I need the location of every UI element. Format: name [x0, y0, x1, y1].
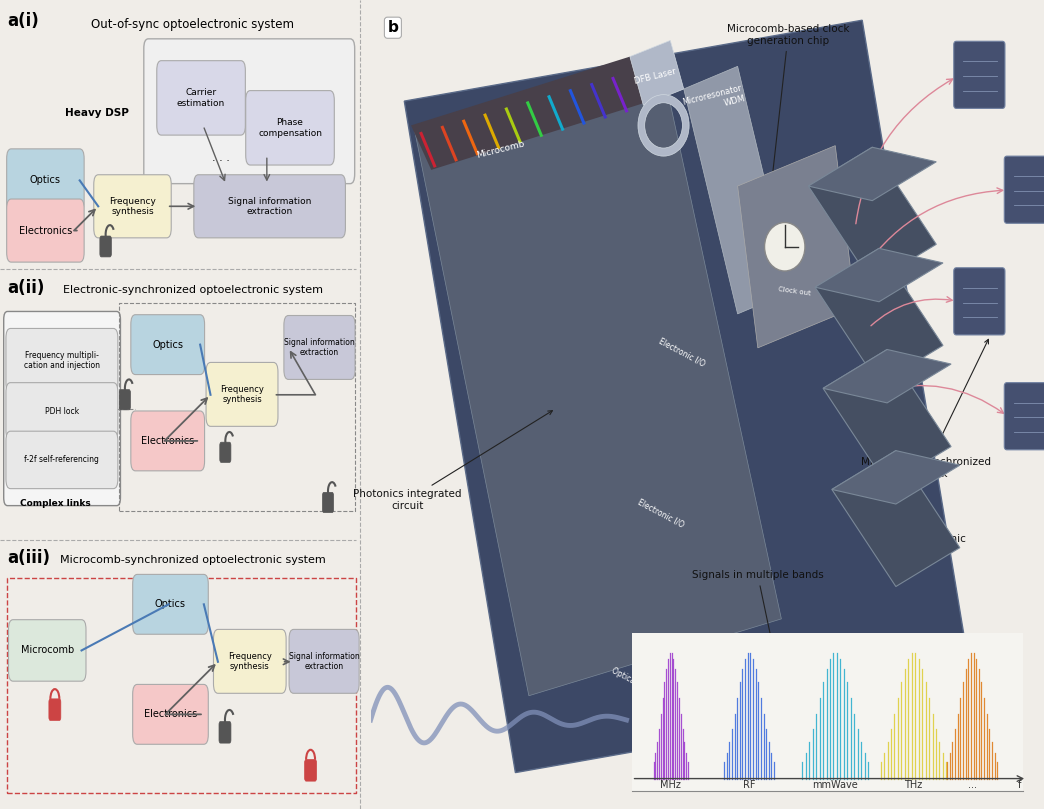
FancyBboxPatch shape — [49, 699, 61, 721]
Text: Frequency
synthesis: Frequency synthesis — [220, 385, 264, 404]
Text: · · ·: · · · — [212, 156, 230, 166]
Text: Frequency
synthesis: Frequency synthesis — [109, 197, 156, 216]
Text: Microcomb: Microcomb — [21, 646, 74, 655]
Text: Electronic-synchronized optoelectronic system: Electronic-synchronized optoelectronic s… — [63, 285, 323, 294]
Text: f: f — [1018, 780, 1021, 790]
Text: Electronics: Electronics — [19, 226, 72, 235]
Text: Complex links: Complex links — [21, 498, 91, 507]
Polygon shape — [832, 451, 959, 587]
FancyBboxPatch shape — [133, 574, 209, 634]
Text: Microcomb: Microcomb — [475, 139, 525, 160]
Text: PDH lock: PDH lock — [45, 407, 79, 416]
Polygon shape — [684, 66, 791, 314]
Polygon shape — [815, 248, 943, 384]
Text: Electronic I/O: Electronic I/O — [637, 498, 686, 530]
FancyBboxPatch shape — [323, 493, 333, 513]
Polygon shape — [630, 40, 684, 105]
Text: Microcomb-synchronized optoelectronic system: Microcomb-synchronized optoelectronic sy… — [60, 555, 326, 565]
Text: THz: THz — [904, 780, 923, 790]
FancyBboxPatch shape — [119, 390, 130, 410]
FancyBboxPatch shape — [6, 383, 118, 440]
FancyBboxPatch shape — [1004, 383, 1044, 450]
Circle shape — [764, 222, 805, 271]
Text: Microcomb-based clock
generation chip: Microcomb-based clock generation chip — [727, 24, 850, 182]
Text: Electronics: Electronics — [144, 709, 197, 719]
FancyBboxPatch shape — [133, 684, 209, 744]
FancyBboxPatch shape — [954, 268, 1005, 335]
Text: Carrier
estimation: Carrier estimation — [176, 88, 226, 108]
Text: Optics: Optics — [30, 176, 61, 185]
Text: Electronics: Electronics — [141, 436, 194, 446]
Text: f-2f self-referencing: f-2f self-referencing — [24, 455, 99, 464]
FancyBboxPatch shape — [6, 199, 85, 262]
FancyBboxPatch shape — [954, 41, 1005, 108]
FancyBboxPatch shape — [284, 316, 355, 379]
Polygon shape — [815, 248, 943, 302]
Text: RF: RF — [743, 780, 755, 790]
FancyBboxPatch shape — [219, 722, 231, 743]
Polygon shape — [404, 20, 973, 773]
Text: Frequency
synthesis: Frequency synthesis — [228, 652, 271, 671]
Text: Optics: Optics — [152, 340, 183, 349]
Polygon shape — [823, 349, 951, 485]
Text: Signal information
extraction: Signal information extraction — [228, 197, 311, 216]
FancyBboxPatch shape — [245, 91, 334, 165]
FancyBboxPatch shape — [206, 362, 278, 426]
Text: Signal information
extraction: Signal information extraction — [284, 338, 355, 357]
Text: Photonics integrated
circuit: Photonics integrated circuit — [354, 411, 552, 511]
Text: Frequency multipli-
cation and injection: Frequency multipli- cation and injection — [24, 351, 100, 370]
Text: · · ·: · · · — [33, 332, 51, 341]
Text: WDM: WDM — [723, 94, 748, 108]
FancyBboxPatch shape — [305, 760, 316, 781]
FancyBboxPatch shape — [220, 443, 231, 463]
FancyBboxPatch shape — [94, 175, 171, 238]
Polygon shape — [832, 451, 959, 504]
Text: b: b — [387, 20, 399, 36]
FancyBboxPatch shape — [6, 431, 118, 489]
FancyBboxPatch shape — [144, 39, 355, 184]
Text: mmWave: mmWave — [812, 780, 858, 790]
Text: a(iii): a(iii) — [7, 549, 50, 567]
Text: MHz: MHz — [661, 780, 681, 790]
FancyBboxPatch shape — [100, 236, 112, 257]
Text: Optical I/O: Optical I/O — [610, 666, 649, 693]
Text: Phase
compensation: Phase compensation — [258, 118, 322, 138]
FancyBboxPatch shape — [289, 629, 359, 693]
Text: Optics: Optics — [155, 599, 186, 609]
Text: Heavy DSP: Heavy DSP — [65, 108, 128, 117]
Text: Signals in multiple bands: Signals in multiple bands — [692, 570, 824, 645]
Text: Out-of-sync optoelectronic system: Out-of-sync optoelectronic system — [91, 18, 294, 31]
Text: CMOS electronic
chips: CMOS electronic chips — [880, 433, 966, 556]
FancyBboxPatch shape — [8, 620, 86, 681]
Text: ...: ... — [968, 780, 977, 790]
Text: Microresonator: Microresonator — [682, 84, 743, 107]
FancyBboxPatch shape — [213, 629, 286, 693]
Text: DFB Laser: DFB Laser — [634, 67, 677, 87]
FancyBboxPatch shape — [130, 411, 205, 471]
Text: Microcomb-synchronized
network: Microcomb-synchronized network — [861, 339, 991, 479]
Text: Clock out: Clock out — [778, 286, 811, 296]
FancyBboxPatch shape — [194, 175, 346, 238]
Polygon shape — [414, 57, 781, 696]
Polygon shape — [411, 57, 650, 170]
FancyBboxPatch shape — [4, 311, 120, 506]
Text: Electronic I/O: Electronic I/O — [657, 336, 706, 368]
Polygon shape — [738, 146, 855, 348]
FancyBboxPatch shape — [157, 61, 245, 135]
Polygon shape — [823, 349, 951, 403]
FancyBboxPatch shape — [6, 328, 118, 392]
Text: Signal information
extraction: Signal information extraction — [289, 652, 359, 671]
Text: a(i): a(i) — [7, 12, 40, 30]
FancyBboxPatch shape — [6, 149, 85, 212]
FancyBboxPatch shape — [130, 315, 205, 375]
FancyBboxPatch shape — [1004, 156, 1044, 223]
Polygon shape — [808, 147, 936, 283]
Text: a(ii): a(ii) — [7, 279, 45, 297]
Polygon shape — [808, 147, 936, 201]
